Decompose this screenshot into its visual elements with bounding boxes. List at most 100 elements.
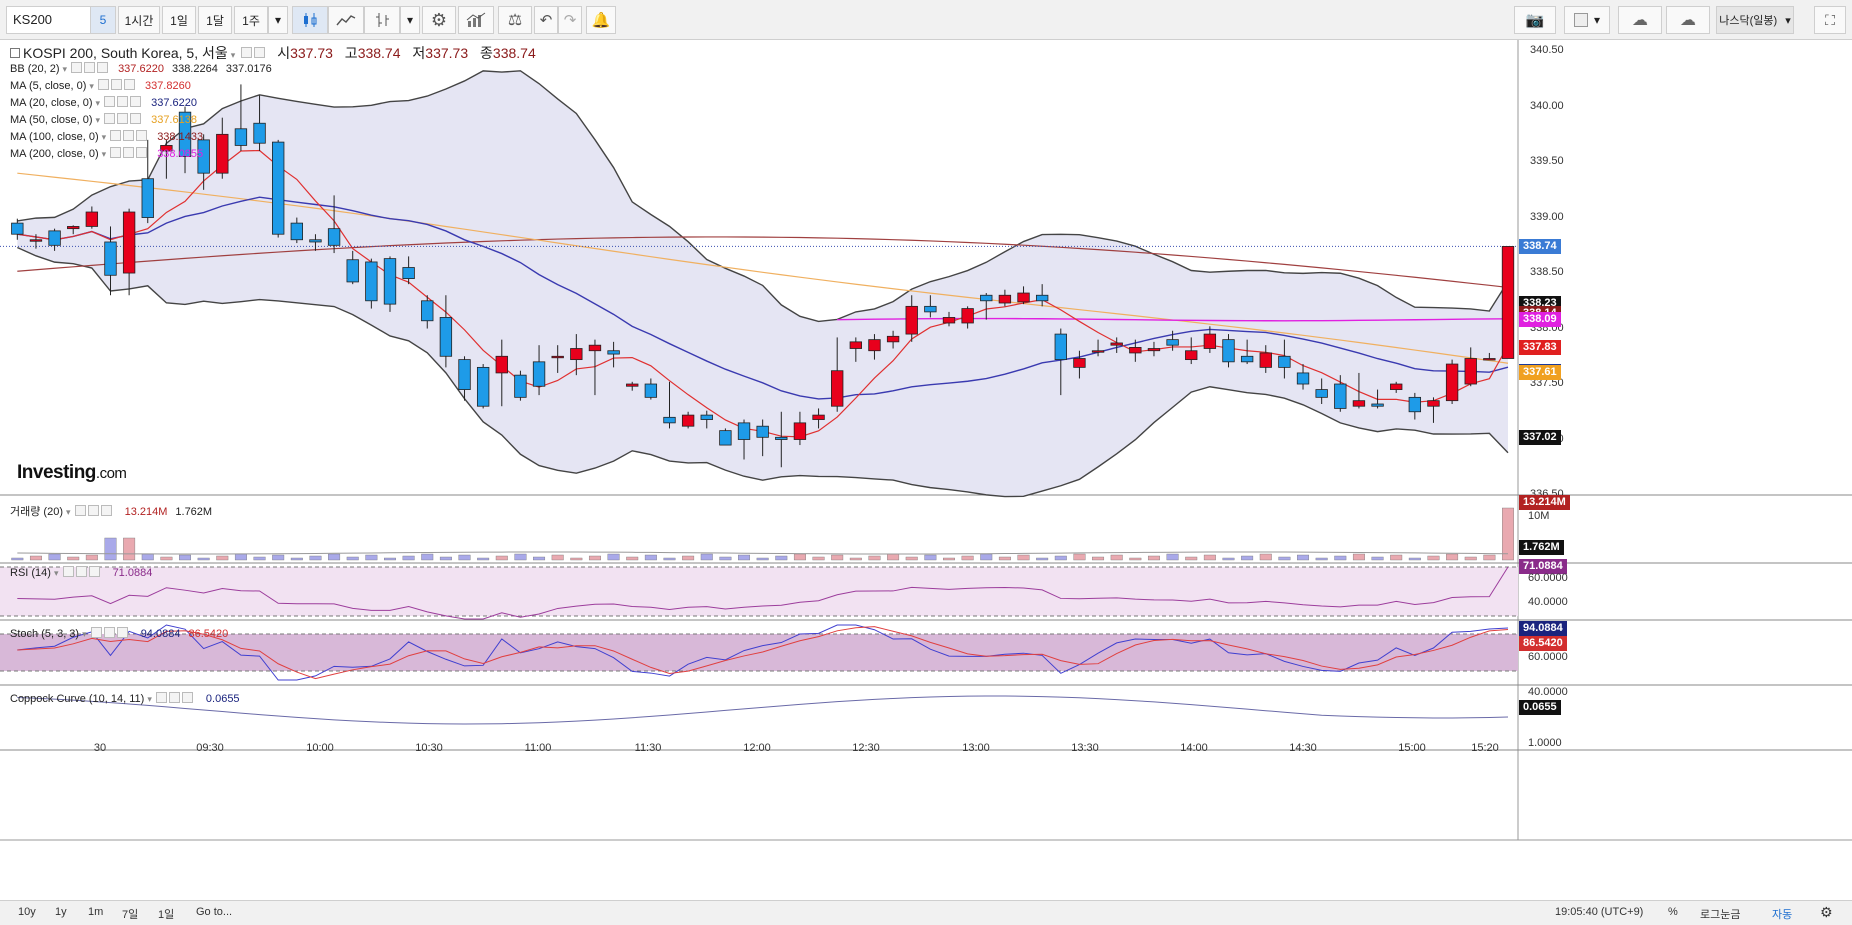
visibility-icon[interactable]: [90, 627, 102, 638]
chevron-down-icon[interactable]: ▾: [65, 507, 71, 517]
range-1y-button[interactable]: 1y: [55, 906, 67, 918]
visibility-icon[interactable]: [97, 79, 109, 90]
volume-bar: [1147, 555, 1160, 561]
settings-small-icon[interactable]: [123, 130, 135, 141]
close-icon[interactable]: [136, 130, 148, 141]
candles-button[interactable]: [292, 6, 328, 34]
indicator-legend: MA (100, close, 0) ▾ 338.1433: [10, 130, 203, 143]
settings-button[interactable]: ⚙: [422, 6, 456, 34]
settings-small-icon[interactable]: [110, 79, 122, 90]
interval-5-button[interactable]: 5: [90, 6, 116, 34]
chevron-down-icon[interactable]: ▾: [62, 64, 68, 74]
stoch-axis-label: 40.0000: [1528, 686, 1568, 698]
price-tag: 337.61: [1519, 364, 1561, 380]
chart-canvas[interactable]: [0, 40, 1852, 900]
interval-1d-button[interactable]: 1일: [162, 6, 196, 34]
volume-bar: [439, 556, 452, 561]
cloud-save-button[interactable]: ☁: [1666, 6, 1710, 34]
redo-button[interactable]: ↷: [558, 6, 582, 34]
close-icon[interactable]: [130, 96, 142, 107]
close-icon[interactable]: [88, 566, 100, 577]
cloud-load-button[interactable]: ☁: [1618, 6, 1662, 34]
range-1d-button[interactable]: 1일: [158, 909, 175, 921]
layout-dropdown[interactable]: 나스닥(일봉) ▾: [1716, 6, 1794, 34]
chart-area[interactable]: KOSPI 200, South Korea, 5, 서울 ▾ 시337.73 고…: [0, 40, 1852, 900]
settings-small-icon[interactable]: [117, 96, 129, 107]
chevron-down-icon[interactable]: ▾: [95, 98, 101, 108]
settings-small-icon[interactable]: [87, 505, 99, 516]
settings-small-icon[interactable]: [75, 566, 87, 577]
stoch-d-value: 86.5420: [188, 628, 229, 640]
visibility-icon[interactable]: [104, 113, 116, 124]
settings-small-icon[interactable]: [168, 692, 180, 703]
chevron-down-icon[interactable]: ▾: [230, 50, 236, 60]
settings-small-icon[interactable]: [103, 627, 115, 638]
symbol-input[interactable]: KS200: [6, 6, 106, 34]
chart-style-dropdown[interactable]: ▾: [400, 6, 420, 34]
range-1m-button[interactable]: 1m: [88, 906, 104, 918]
chevron-down-icon: ▾: [1593, 13, 1601, 27]
interval-1w-button[interactable]: 1주: [234, 6, 268, 34]
interval-1mo-button[interactable]: 1달: [198, 6, 232, 34]
candle-body: [532, 361, 546, 387]
price-tag: 338.74: [1519, 239, 1561, 255]
indicator-name: MA (200, close, 0): [10, 148, 99, 160]
visibility-icon[interactable]: [104, 96, 116, 107]
screenshot-button[interactable]: 📷: [1514, 6, 1556, 34]
visibility-icon[interactable]: [71, 62, 83, 73]
volume-bar: [738, 554, 751, 561]
chevron-down-icon[interactable]: ▾: [89, 81, 94, 91]
close-icon[interactable]: [130, 113, 142, 124]
close-icon[interactable]: [100, 505, 112, 516]
auto-scale-button[interactable]: 자동: [1772, 909, 1793, 921]
close-icon[interactable]: [116, 627, 128, 638]
chevron-down-icon[interactable]: ▾: [101, 132, 107, 142]
log-scale-button[interactable]: 로그눈금: [1700, 909, 1741, 921]
range-7d-button[interactable]: 7일: [122, 909, 139, 921]
visibility-icon[interactable]: [155, 692, 167, 703]
candle-body: [1352, 400, 1366, 407]
undo-button[interactable]: ↶: [534, 6, 558, 34]
percent-scale-button[interactable]: %: [1668, 906, 1678, 918]
open-label: 시: [277, 45, 291, 61]
chevron-down-icon[interactable]: ▾: [82, 629, 87, 639]
candle-body: [868, 339, 881, 352]
candle-body: [1240, 355, 1254, 363]
close-icon[interactable]: [136, 147, 148, 158]
close-icon[interactable]: [123, 79, 135, 90]
price-tag: 338.09: [1519, 311, 1561, 327]
settings-small-icon[interactable]: [117, 113, 129, 124]
close-icon[interactable]: [181, 692, 193, 703]
rsi-line: [17, 566, 1509, 620]
chevron-down-icon[interactable]: ▾: [95, 115, 101, 125]
visibility-icon[interactable]: [74, 505, 86, 516]
indicators-button[interactable]: [458, 6, 494, 34]
candle-body: [1203, 333, 1217, 349]
bar-style-button[interactable]: [364, 6, 400, 34]
line-chart-button[interactable]: [328, 6, 364, 34]
alert-button[interactable]: 🔔: [586, 6, 616, 34]
rsi-legend: RSI (14) ▾ 71.0884: [10, 566, 152, 579]
compare-button[interactable]: ⚖: [498, 6, 532, 34]
chevron-down-icon[interactable]: ▾: [53, 568, 59, 578]
settings-small-icon[interactable]: [84, 62, 96, 73]
goto-date-button[interactable]: Go to...: [196, 906, 233, 918]
close-icon[interactable]: [97, 62, 109, 73]
visibility-icon[interactable]: [241, 47, 253, 58]
interval-dropdown-button[interactable]: ▾: [268, 6, 288, 34]
chevron-down-icon[interactable]: ▾: [147, 694, 152, 704]
gear-icon[interactable]: ⚙: [1820, 904, 1833, 920]
interval-1h-button[interactable]: 1시간: [118, 6, 160, 34]
fullscreen-button[interactable]: ⛶: [1814, 6, 1846, 34]
visibility-icon[interactable]: [110, 147, 122, 158]
range-10y-button[interactable]: 10y: [18, 906, 36, 918]
settings-small-icon[interactable]: [254, 47, 266, 58]
color-picker-button[interactable]: ▾: [1564, 6, 1610, 34]
visibility-icon[interactable]: [110, 130, 122, 141]
volume-bar: [29, 555, 42, 561]
collapse-icon[interactable]: [10, 48, 20, 58]
visibility-icon[interactable]: [62, 566, 74, 577]
chevron-down-icon[interactable]: ▾: [101, 149, 107, 159]
time-axis-label: 11:00: [524, 742, 552, 754]
settings-small-icon[interactable]: [123, 147, 135, 158]
